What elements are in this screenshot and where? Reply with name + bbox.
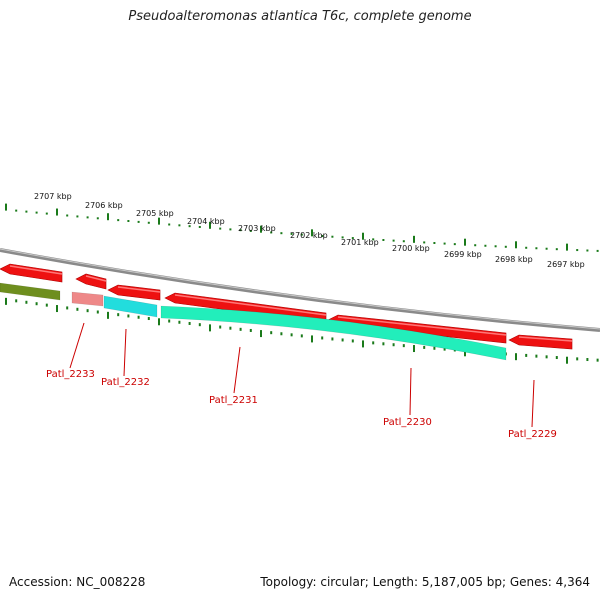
minus-strand-genes [0,263,573,350]
gene-highlight [85,275,107,282]
scale-label: 2706 kbp [85,201,123,210]
gene-highlight [518,336,573,342]
gene-bottom-teal[interactable] [160,305,507,361]
gene-label-leader [123,328,127,377]
gene-top-6[interactable] [508,334,573,350]
gene-bottom-pink[interactable] [71,291,104,307]
gene-highlight [9,265,63,275]
scale-label: 2702 kbp [290,231,328,240]
scale-label: 2700 kbp [392,244,430,253]
scale-label: 2698 kbp [495,255,533,264]
gene-label-leader [69,322,85,369]
outer-scale-ticks [5,203,599,252]
gene-top-2[interactable] [75,273,107,290]
gene-highlight [337,316,507,336]
gene-label-leader [233,346,241,394]
map-title: Pseudoalteromonas atlantica T6c, complet… [128,9,472,24]
scale-label: 2705 kbp [136,209,174,218]
scale-label: 2703 kbp [238,224,276,233]
gene-top-1[interactable] [0,263,63,283]
gene-label[interactable]: Patl_2231 [209,395,258,406]
gene-label[interactable]: Patl_2230 [383,417,432,428]
gene-label[interactable]: Patl_2229 [508,429,557,440]
gene-label-leader [531,379,535,428]
genome-backbone-highlight [0,248,600,330]
gene-label[interactable]: Patl_2232 [101,377,150,388]
plus-strand-genes [0,282,507,361]
scale-labels: 2707 kbp 2706 kbp 2705 kbp 2704 kbp 2703 kbp… [34,192,585,269]
gene-labels: Patl_2233 Patl_2232 Patl_2231 Patl_2230 Patl… [46,322,557,440]
genome-summary-text: Topology: circular; Length: 5,187,005 bp… [260,575,590,589]
gene-top-3[interactable] [107,284,161,301]
scale-label: 2697 kbp [547,260,585,269]
scale-label: 2701 kbp [341,238,379,247]
scale-label: 2704 kbp [187,217,225,226]
gene-highlight [174,294,327,316]
inner-scale-ticks [5,297,599,364]
gene-bottom-olive[interactable] [0,282,61,301]
gene-label[interactable]: Patl_2233 [46,369,95,380]
gene-label-leader [409,367,412,416]
scale-label: 2707 kbp [34,192,72,201]
gene-bottom-cyan[interactable] [103,295,158,318]
scale-label: 2699 kbp [444,250,482,259]
genome-backbone [0,248,600,332]
accession-text: Accession: NC_008228 [9,575,146,589]
gene-highlight [117,286,161,293]
